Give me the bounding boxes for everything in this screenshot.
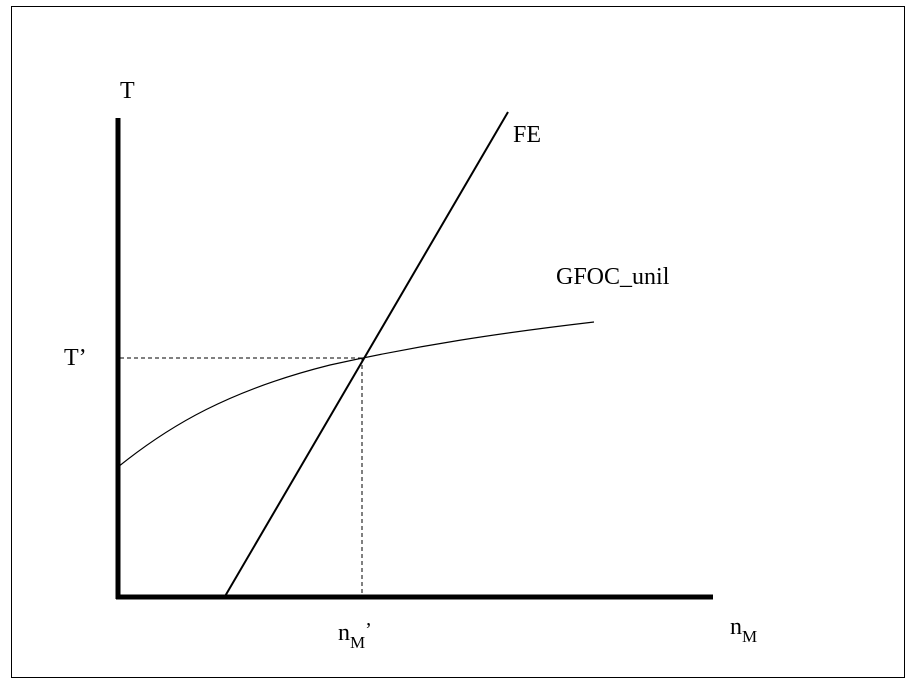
gfoc-curve	[117, 321, 595, 468]
y-axis-label: T	[120, 78, 135, 104]
fe-label: FE	[513, 122, 541, 148]
equilibrium-x-label-base: n	[338, 620, 350, 646]
equilibrium-x-label-sub: M	[350, 633, 365, 652]
equilibrium-x-label-prime: ’	[365, 619, 372, 641]
x-axis-label-sub: M	[742, 627, 757, 646]
x-axis-label-base: n	[730, 614, 742, 640]
border-frame	[11, 6, 905, 678]
gfoc-label: GFOC_unil	[556, 264, 670, 290]
fe-line	[223, 111, 509, 599]
x-axis-label: nM	[730, 614, 757, 646]
equilibrium-x-label: nM’	[338, 619, 372, 652]
equilibrium-y-label: T’	[64, 345, 87, 371]
